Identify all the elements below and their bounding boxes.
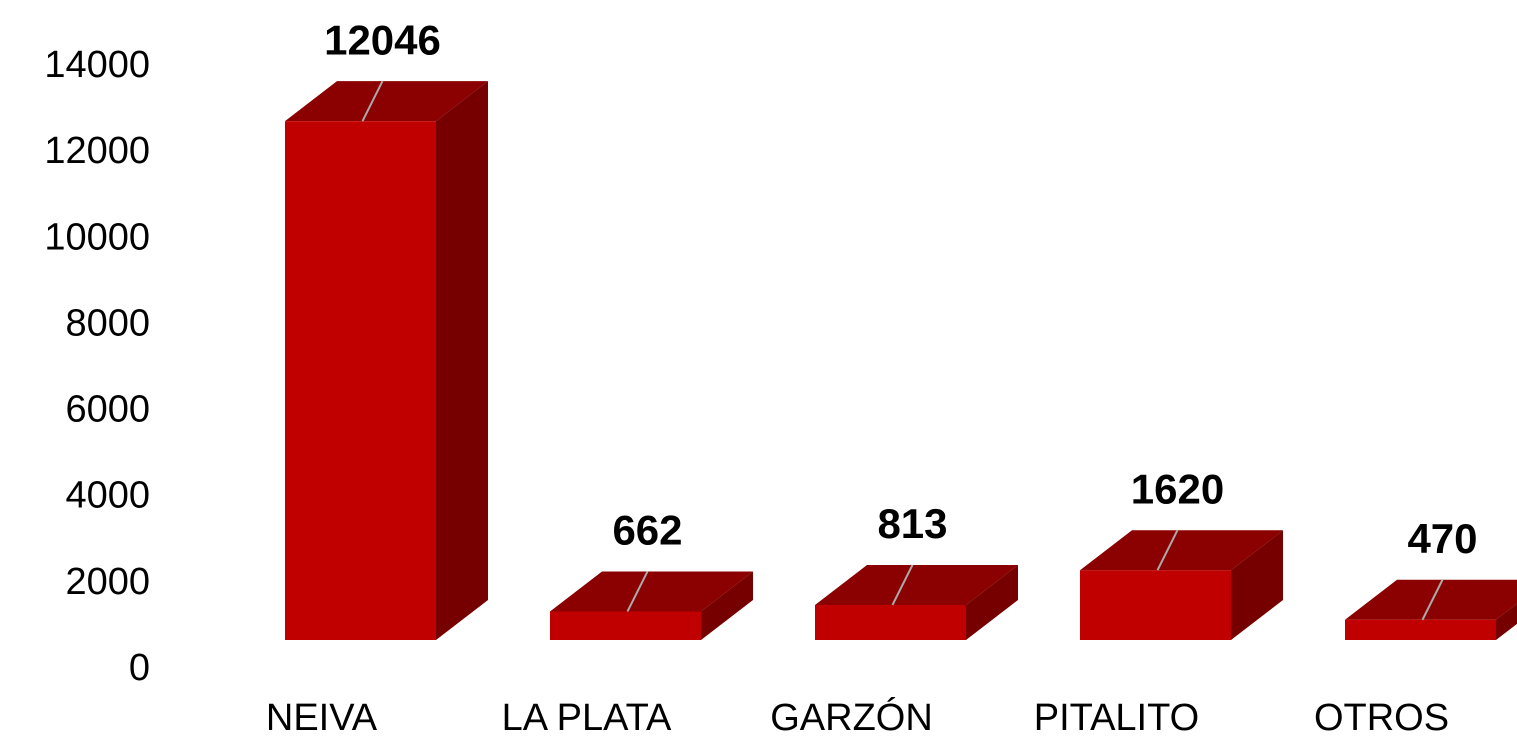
y-tick-label: 2000 bbox=[65, 561, 150, 603]
x-tick-label: LA PLATA bbox=[502, 697, 672, 739]
bar-top bbox=[550, 571, 753, 612]
bar-side bbox=[701, 571, 753, 640]
bar-side bbox=[966, 564, 1018, 640]
y-tick-label: 6000 bbox=[65, 389, 150, 431]
bar-top bbox=[1345, 579, 1517, 620]
bar-top bbox=[815, 564, 1018, 605]
y-tick-label: 10000 bbox=[44, 216, 150, 258]
y-tick-label: 8000 bbox=[65, 302, 150, 344]
bar bbox=[1345, 619, 1496, 640]
y-tick-label: 0 bbox=[129, 647, 150, 689]
data-label: 813 bbox=[877, 500, 947, 547]
bar-top bbox=[1080, 530, 1283, 571]
y-tick-label: 12000 bbox=[44, 130, 150, 172]
bar-side bbox=[1496, 603, 1517, 640]
leader-line bbox=[1421, 579, 1444, 621]
x-tick-label: GARZÓN bbox=[770, 696, 933, 739]
data-label: 662 bbox=[612, 507, 682, 554]
data-label: 1620 bbox=[1131, 465, 1224, 512]
y-tick-label: 14000 bbox=[44, 44, 150, 86]
leader-line bbox=[1156, 529, 1179, 571]
bar-top bbox=[285, 81, 488, 122]
data-label: 470 bbox=[1407, 515, 1477, 562]
y-tick-label: 4000 bbox=[65, 475, 150, 517]
leader-line bbox=[626, 571, 649, 612]
data-label: 12046 bbox=[324, 16, 441, 63]
leader-line bbox=[891, 564, 914, 606]
bar bbox=[815, 604, 966, 640]
bar-side bbox=[436, 81, 488, 641]
bar bbox=[1080, 570, 1231, 640]
bar bbox=[550, 611, 701, 640]
leader-line bbox=[361, 80, 384, 122]
x-tick-label: NEIVA bbox=[266, 697, 378, 739]
x-tick-label: PITALITO bbox=[1034, 697, 1199, 739]
bar bbox=[285, 121, 436, 641]
x-tick-label: OTROS bbox=[1314, 697, 1449, 739]
bar-side bbox=[1231, 530, 1283, 640]
